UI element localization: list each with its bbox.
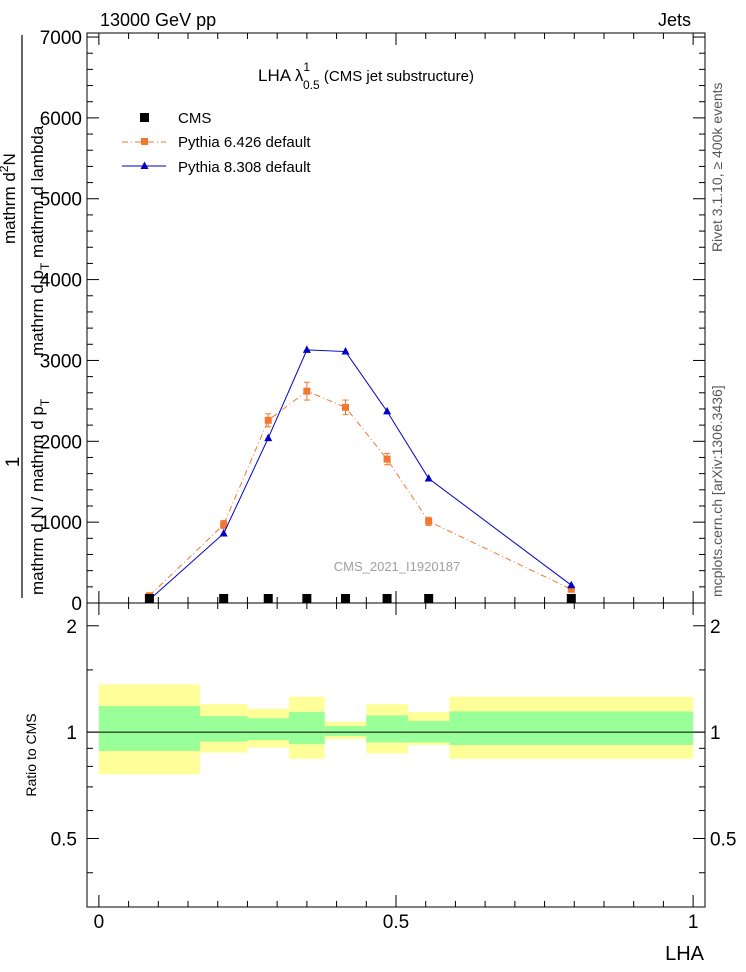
y-label-numerator-d: mathrm d — [0, 172, 19, 244]
y-label-numerator-dl: mathrm d lambda — [28, 125, 47, 263]
data-point — [567, 585, 575, 593]
y-tick-label: 5000 — [40, 190, 82, 211]
y-tick-label: 7000 — [40, 28, 82, 49]
chart-title-main: LHA λ — [258, 66, 304, 85]
ratio-panel: 0.5 0.51 12 2 0 0.5 1 Ratio to CMS LHA — [23, 602, 736, 965]
y-tick-label: 1000 — [40, 513, 82, 534]
y-label-numerator-dp: mathrm d p — [28, 270, 47, 356]
main-y-axis-label: 1 mathrm d N / mathrm d pT mathrm d2N ma… — [0, 35, 52, 598]
legend-entry-pythia6: Pythia 6.426 default — [122, 134, 311, 151]
series-line — [149, 390, 572, 597]
y-label-numerator-bottom: mathrm d pT mathrm d lambda — [28, 125, 52, 356]
data-point — [219, 528, 228, 537]
ratio-y-tick-label-left: 0.5 — [51, 830, 77, 851]
legend-entry-pythia8: Pythia 8.308 default — [122, 159, 311, 176]
data-point — [567, 580, 576, 589]
ratio-y-tick-label-left: 2 — [66, 617, 77, 638]
data-point — [566, 594, 576, 603]
y-label-numerator-n: N — [0, 153, 19, 165]
series-line — [149, 349, 572, 601]
data-point — [383, 406, 392, 415]
data-point — [341, 347, 350, 355]
data-point — [220, 521, 228, 529]
series-pythia8 — [145, 345, 576, 603]
y-tick-label: 2000 — [40, 432, 82, 453]
data-point — [303, 387, 311, 395]
series-pythia6 — [145, 381, 575, 600]
ratio-y-tick-label-right: 2 — [710, 617, 721, 638]
y-label-denominator: mathrm d N / mathrm d pT — [28, 398, 52, 595]
y-label-numerator-sup: 2 — [0, 165, 11, 172]
ratio-y-tick-label-left: 1 — [66, 723, 77, 744]
y-label-frac-one: 1 — [3, 457, 24, 468]
data-point — [263, 594, 273, 603]
y-label-denominator-main: mathrm d N / mathrm d p — [28, 406, 47, 595]
chart-title-sub: 0.5 — [303, 78, 320, 92]
main-x-ticks — [98, 33, 694, 603]
y-label-numerator-sub: T — [38, 262, 52, 270]
legend-marker-pythia6 — [141, 138, 148, 145]
mcplots-label: mcplots.cern.ch [arXiv:1306.3436] — [709, 385, 725, 597]
data-point — [382, 594, 392, 603]
data-point — [219, 594, 229, 603]
data-point — [264, 416, 272, 424]
legend: CMS Pythia 6.426 default Pythia 8.308 de… — [122, 110, 311, 176]
ratio-inner-band — [199, 716, 248, 742]
ratio-y-tick-label-right: 1 — [710, 723, 721, 744]
legend-label-pythia8: Pythia 8.308 default — [178, 159, 311, 176]
ratio-y-axis: 0.5 0.5 1 1 2 2 — [51, 617, 736, 874]
ratio-inner-band — [366, 715, 408, 743]
ratio-inner-band — [98, 706, 200, 751]
y-label-numerator-top: mathrm d2N — [0, 153, 19, 244]
y-tick-label: 6000 — [40, 109, 82, 130]
legend-marker-cms — [140, 113, 149, 122]
main-panel: 0 1000 2000 3000 4000 5000 6000 7000 LHA λ1 0.5 … — [40, 28, 706, 615]
y-label-denominator-sub: T — [38, 398, 52, 406]
legend-marker-pythia8 — [140, 161, 149, 169]
ratio-inner-band — [247, 718, 290, 741]
ratio-y-axis-label: Ratio to CMS — [23, 713, 39, 796]
y-tick-label: 4000 — [40, 271, 82, 292]
data-point — [424, 594, 434, 603]
data-point — [302, 594, 312, 603]
header-energy-label: 13000 GeV pp — [100, 10, 216, 30]
chart-title-rest: (CMS jet substructure) — [320, 68, 474, 85]
y-tick-label: 0 — [71, 594, 82, 615]
header-process-label: Jets — [658, 10, 691, 30]
ratio-inner-band — [289, 712, 325, 745]
legend-label-pythia6: Pythia 6.426 default — [178, 134, 311, 151]
legend-label-cms: CMS — [178, 110, 211, 127]
data-point — [341, 403, 349, 411]
chart-title: LHA λ1 0.5 (CMS jet substructure) — [258, 60, 474, 92]
data-point — [144, 594, 154, 603]
ratio-y-tick-label-right: 0.5 — [710, 830, 736, 851]
ratio-x-axis: 0 0.5 1 — [94, 603, 699, 933]
ratio-bands — [98, 684, 694, 775]
chart-title-sup: 1 — [303, 60, 310, 74]
x-tick-label: 0 — [94, 912, 105, 933]
x-axis-label: LHA — [665, 943, 705, 965]
main-y-axis: 0 1000 2000 3000 4000 5000 6000 7000 — [40, 28, 705, 615]
data-point — [302, 345, 311, 353]
data-point — [425, 517, 433, 525]
y-tick-label: 3000 — [40, 351, 82, 372]
data-point — [424, 473, 433, 482]
data-point — [383, 455, 391, 463]
analysis-watermark: CMS_2021_I1920187 — [334, 559, 461, 574]
ratio-inner-band — [449, 711, 694, 745]
x-tick-label: 1 — [688, 912, 699, 933]
data-point — [340, 594, 350, 603]
data-point — [264, 433, 273, 442]
x-tick-label: 0.5 — [383, 912, 409, 933]
legend-entry-cms: CMS — [140, 110, 211, 127]
series-cms — [144, 594, 576, 603]
rivet-version-label: Rivet 3.1.10, ≥ 400k events — [709, 82, 725, 252]
ratio-inner-band — [324, 726, 367, 737]
